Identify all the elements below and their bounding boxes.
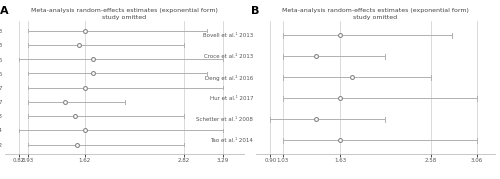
Text: B: B (251, 6, 260, 16)
Title: Meta-analysis random-effects estimates (exponential form)
study omitted: Meta-analysis random-effects estimates (… (31, 8, 218, 20)
Title: Meta-analysis random-effects estimates (exponential form)
study omitted: Meta-analysis random-effects estimates (… (282, 8, 469, 20)
Text: A: A (0, 6, 9, 16)
